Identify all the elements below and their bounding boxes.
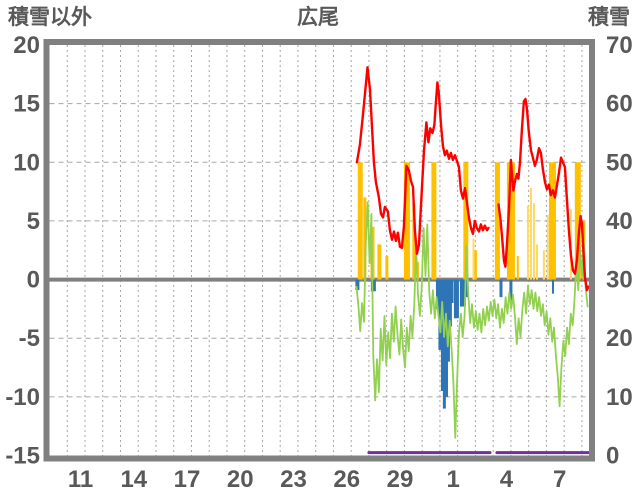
right-axis-tick-label: 10	[606, 384, 633, 411]
green-line-path	[355, 201, 589, 439]
blue-bars-bar	[446, 279, 450, 362]
orange-bars-bar	[516, 256, 519, 280]
right-axis-tick-label: 60	[606, 91, 633, 118]
orange-bars-bar	[363, 197, 367, 280]
right-axis-title: 積雪	[588, 6, 630, 29]
x-axis-tick-label: 29	[387, 466, 414, 493]
left-axis-tick-label: 5	[27, 208, 40, 235]
x-axis-tick-label: 23	[280, 466, 307, 493]
blue-bars-bar	[440, 279, 444, 391]
red-line-path	[497, 97, 589, 292]
yellow-bars-bar	[546, 215, 549, 280]
orange-bars-bar	[385, 256, 389, 280]
blue-bars-bar	[453, 279, 459, 319]
blue-bars-bar	[438, 279, 442, 350]
x-axis-tick-label: 14	[120, 466, 147, 493]
yellow-bars-bar	[526, 205, 529, 280]
yellow-bars-bar	[536, 244, 539, 280]
right-axis-tick-label: 40	[606, 208, 633, 235]
orange-bars-bar	[548, 162, 556, 280]
orange-bars-bar	[403, 162, 410, 280]
blue-bars-bar	[355, 279, 360, 291]
right-axis-tick-label: 30	[606, 267, 633, 294]
x-axis-tick-label: 20	[227, 466, 254, 493]
right-axis-tick-label: 0	[606, 443, 619, 470]
orange-bars-bar	[377, 244, 382, 280]
orange-bars-bar	[463, 162, 469, 280]
right-axis-tick-label: 70	[606, 32, 633, 59]
left-axis-tick-label: 20	[13, 32, 40, 59]
blue-bars-bar	[551, 279, 554, 294]
series-area	[355, 66, 589, 455]
x-axis-tick-label: 1	[447, 466, 460, 493]
x-axis-tick-label: 4	[500, 466, 514, 493]
right-axis-tick-label: 20	[606, 325, 633, 352]
blue-bars-bar	[442, 279, 446, 409]
blue-bars-bar	[448, 279, 452, 327]
orange-bars-bar	[412, 203, 416, 280]
orange-bars-bar	[357, 162, 363, 280]
chart-frame	[43, 39, 595, 462]
blue-bars-bar	[509, 279, 513, 301]
orange-bars-bar	[472, 250, 477, 280]
blue-bars-bar	[370, 279, 376, 292]
orange-bars-bar	[494, 162, 500, 280]
left-axis-title: 積雪以外	[8, 6, 92, 29]
x-axis-tick-label: 26	[333, 466, 360, 493]
blue-bars-bar	[435, 279, 439, 309]
x-axis-tick-label: 7	[553, 466, 566, 493]
yellow-bars	[472, 188, 572, 280]
left-axis-ticks: 20 15 10 5 0 -5 -10 -15	[5, 32, 40, 470]
x-axis-tick-label: 17	[174, 466, 201, 493]
x-axis-ticks: 11 14 17 20 23 26 29 1 4 7	[68, 466, 567, 493]
left-axis-tick-label: 0	[27, 267, 40, 294]
right-axis-tick-label: 50	[606, 149, 633, 176]
yellow-bars-bar	[542, 250, 545, 280]
blue-bars-bar	[465, 279, 468, 298]
left-axis-tick-label: 10	[13, 149, 40, 176]
left-axis-tick-label: -10	[5, 384, 40, 411]
blue-bars-bar	[450, 279, 454, 304]
left-axis-tick-label: 15	[13, 91, 40, 118]
red-line-path	[355, 66, 490, 255]
blue-bars-bar	[461, 279, 466, 307]
left-axis-tick-label: -15	[5, 443, 40, 470]
yellow-bars-bar	[532, 203, 535, 280]
left-axis-tick-label: -5	[19, 325, 40, 352]
yellow-bars-bar	[529, 188, 532, 280]
chart-title: 広尾	[297, 6, 339, 29]
x-axis-tick-label: 11	[68, 466, 93, 493]
right-axis-ticks: 70 60 50 40 30 20 10 0	[606, 32, 633, 470]
yellow-bars-bar	[472, 238, 475, 280]
blue-bars-bar	[499, 279, 503, 298]
orange-bars-bar	[574, 162, 581, 280]
orange-bars-bar	[506, 162, 515, 280]
orange-bars-bar	[431, 162, 437, 280]
blue-bars-bar	[459, 279, 463, 307]
